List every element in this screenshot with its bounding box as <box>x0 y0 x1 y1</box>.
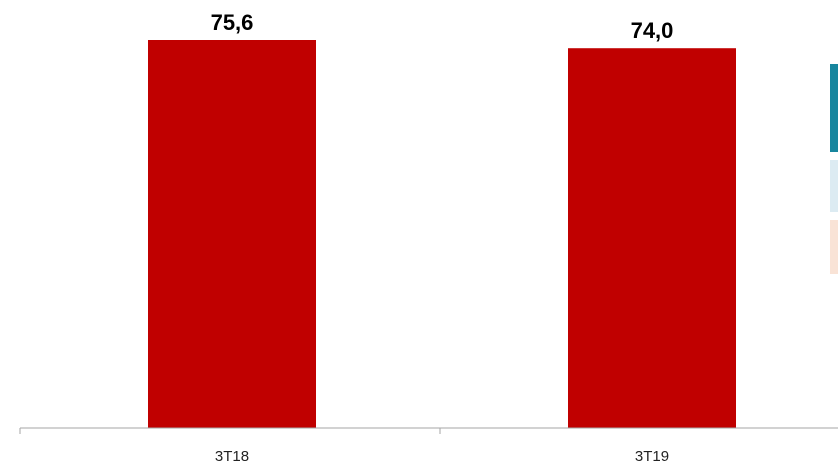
legend-swatches-group <box>830 64 838 274</box>
legend-swatch-2 <box>830 160 838 212</box>
bar-3t19 <box>568 48 736 428</box>
bar-3t18 <box>148 40 316 428</box>
legend-swatch-1 <box>830 64 838 152</box>
x-tick-labels-group: 3T18 3T19 <box>215 448 669 465</box>
x-tick-label-3t19: 3T19 <box>635 448 669 465</box>
value-labels-group: 75,6 74,0 <box>211 10 674 43</box>
legend-swatch-3 <box>830 220 838 274</box>
data-label-3t18: 75,6 <box>211 10 254 35</box>
x-axis <box>19 427 838 434</box>
data-label-3t19: 74,0 <box>631 18 674 43</box>
x-tick-label-3t18: 3T18 <box>215 448 249 465</box>
bars-group <box>148 40 736 428</box>
